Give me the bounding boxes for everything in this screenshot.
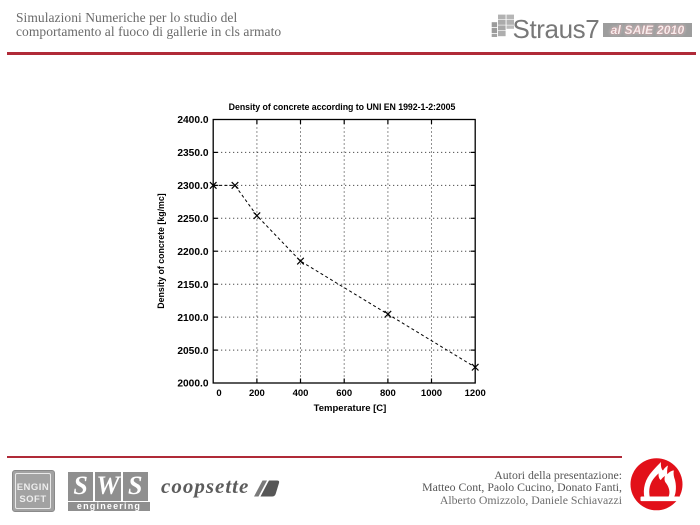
- svg-text:1000: 1000: [421, 388, 442, 399]
- svg-text:200: 200: [249, 388, 265, 399]
- svg-text:2100.0: 2100.0: [177, 313, 208, 324]
- svg-text:Density of concrete according: Density of concrete according to UNI EN …: [229, 102, 456, 112]
- svg-text:2050.0: 2050.0: [177, 346, 208, 357]
- svg-text:0: 0: [216, 388, 221, 399]
- svg-text:2150.0: 2150.0: [177, 280, 208, 291]
- svg-text:400: 400: [293, 388, 309, 399]
- svg-text:Temperature [C]: Temperature [C]: [314, 403, 387, 414]
- svg-text:800: 800: [380, 388, 396, 399]
- svg-text:2300.0: 2300.0: [177, 181, 208, 192]
- svg-text:Density of concrete [kg/mc]: Density of concrete [kg/mc]: [156, 193, 166, 308]
- svg-text:2200.0: 2200.0: [177, 247, 208, 258]
- svg-text:2000.0: 2000.0: [177, 379, 208, 390]
- svg-text:2350.0: 2350.0: [177, 148, 208, 159]
- svg-text:1200: 1200: [465, 388, 486, 399]
- svg-text:2400.0: 2400.0: [177, 115, 208, 126]
- svg-text:600: 600: [336, 388, 352, 399]
- svg-text:2250.0: 2250.0: [177, 214, 208, 225]
